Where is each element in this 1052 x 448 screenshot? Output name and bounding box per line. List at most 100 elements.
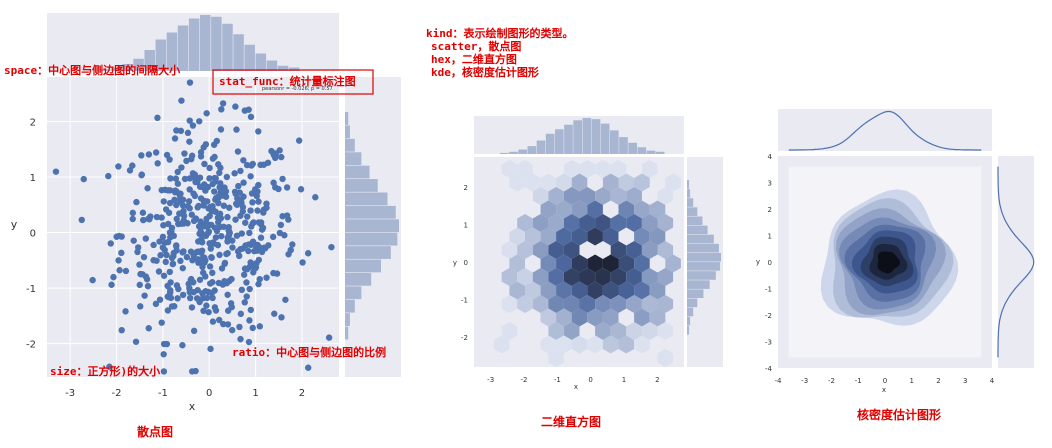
scatter-point [239,208,247,215]
hex-bin [509,281,525,300]
scatter-point [254,207,261,214]
hex-bin [626,268,642,286]
scatter-right-hist-bar [345,246,391,259]
hex-bin [532,187,549,205]
scatter-point [172,175,180,182]
kde-y-tick-label: 4 [768,153,773,161]
scatter-point [206,263,214,270]
scatter-point [126,167,134,174]
kde-y-tick-label: -3 [765,339,772,347]
hex-bin [649,227,666,246]
hex-caption: 二维直方图 [541,415,602,429]
scatter-point [173,127,180,134]
hex-top-hist-bar [619,137,628,154]
hex-top-hist-bar [591,119,601,154]
scatter-point [270,179,277,186]
scatter-point [247,207,254,214]
scatter-point [156,296,164,303]
hex-bin [563,241,580,259]
hex-bin [517,268,533,286]
hex-right-hist-bar [687,198,694,207]
hex-bin [641,295,658,313]
scatter-point [276,229,284,237]
hex-bin [540,173,557,192]
hex-bin [657,295,674,313]
hex-bin [579,268,596,286]
scatter-point [159,233,167,241]
kde-y-tick-label: -4 [765,365,773,373]
scatter-point [215,316,223,324]
scatter-point [216,251,223,259]
scatter-point [229,244,236,251]
hex-bin [657,349,674,367]
hex-jointplot: -3 -2 -1 0 1 2 -2 -1 0 1 2 x y [453,116,723,391]
scatter-point [136,281,143,289]
scatter-point [167,234,174,241]
scatter-top-hist-bar [144,50,155,71]
scatter-point [203,110,210,117]
scatter-top-hist-bar [233,34,244,71]
hex-right-hist-bar [687,325,690,335]
scatter-point [140,216,147,224]
scatter-x-tick-label: 1 [252,388,258,399]
scatter-point [160,198,167,205]
scatter-point [238,230,245,237]
scatter-point [179,342,186,349]
scatter-point [198,247,206,254]
scatter-right-hist-bar [345,326,349,340]
scatter-point [246,229,253,237]
scatter-point [185,198,193,205]
scatter-point [162,258,169,266]
kind-annotation: kind：表示绘制图形的类型。 scatter，散点图 hex，二维直方图 kd… [426,27,574,79]
scatter-point [216,184,223,191]
scatter-point [188,304,196,311]
hex-right-hist-bar [687,298,698,308]
kde-caption: 核密度估计图形 [857,408,942,422]
scatter-point [173,242,180,249]
scatter-point [228,275,235,283]
hex-top-hist-bar [564,124,573,154]
hex-x-tick-label: -1 [554,376,561,384]
scatter-point [141,292,148,299]
scatter-point [234,148,242,155]
scatter-point [244,213,251,220]
scatter-point [279,175,286,183]
scatter-point [246,317,253,324]
kde-y-tick-labels: -4 -3 -2 -1 0 1 2 3 4 [765,153,773,373]
hex-x-tick-label: -2 [521,376,528,384]
hex-right-hist-bar [687,225,708,235]
scatter-point [122,267,130,275]
scatter-point [195,202,202,210]
scatter-point [207,221,215,229]
scatter-point [213,137,221,145]
scatter-point [199,239,206,246]
kde-y-tick-label: 2 [768,206,772,214]
hex-bin [657,214,674,232]
scatter-point [196,118,203,125]
scatter-right-hist-bar [345,232,398,246]
scatter-point [215,161,222,168]
kind-line-hex: hex，二维直方图 [431,53,517,66]
scatter-point [194,256,202,263]
hex-top-hist-bar [527,146,537,154]
scatter-point [137,303,144,310]
scatter-point [273,270,281,277]
scatter-point [173,247,180,254]
hex-bin [610,241,627,259]
scatter-point [180,220,187,227]
scatter-point [233,126,240,133]
hex-bin [610,268,627,286]
kind-line-scatter: scatter，散点图 [431,40,522,53]
scatter-point [197,228,204,235]
scatter-point [183,157,190,165]
scatter-right-hist-bar [345,205,396,219]
scatter-point [167,294,175,302]
hex-right-hist-bar [687,307,694,317]
scatter-jointplot: -3 -2 -1 0 1 2 -2 -1 0 1 2 x y [11,13,401,413]
scatter-point [212,234,220,241]
scatter-point [219,320,227,328]
hex-bin [532,241,549,259]
hex-top-hist-bar [536,140,546,154]
kde-y-tick-label: 1 [768,233,772,241]
scatter-top-hist-bar [155,39,167,71]
